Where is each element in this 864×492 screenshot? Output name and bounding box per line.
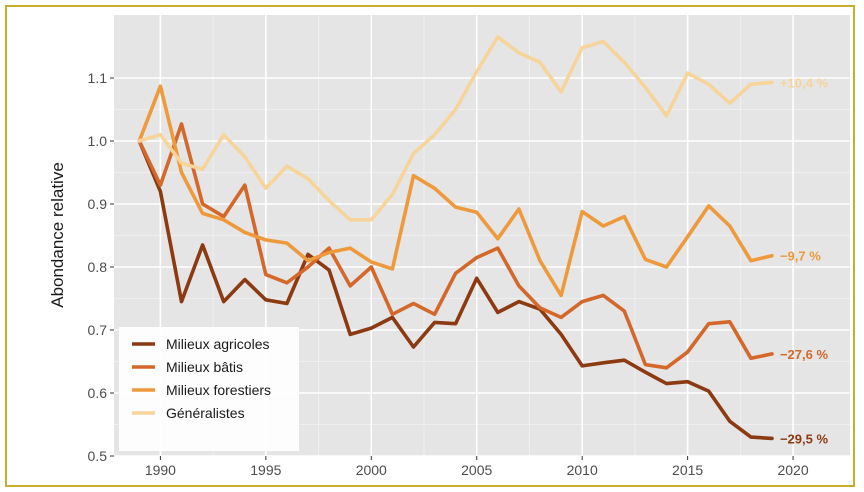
x-tick-label: 2005 <box>461 462 492 478</box>
legend-label-milieux-batis: Milieux bâtis <box>166 359 243 375</box>
end-label-generalistes: +10,4 % <box>780 75 829 90</box>
y-tick-label: 0.6 <box>88 385 108 401</box>
series-lines <box>137 35 774 441</box>
y-tick-label: 0.7 <box>88 322 108 338</box>
series-line-milieux-batis <box>137 122 774 370</box>
y-tick-label: 0.9 <box>88 196 108 212</box>
legend-label-milieux-forestiers: Milieux forestiers <box>166 382 271 398</box>
series-line-milieux-forestiers <box>137 84 774 298</box>
series-line-generalistes <box>137 35 774 222</box>
end-label-milieux-batis: −27,6 % <box>780 347 829 362</box>
x-tick-label: 2010 <box>567 462 598 478</box>
series-line-milieux-agricoles <box>137 139 774 441</box>
y-tick-label: 0.5 <box>88 448 108 464</box>
legend-label-generalistes: Généralistes <box>166 405 245 421</box>
x-tick-label: 2020 <box>777 462 808 478</box>
series-end-labels: −29,5 % −27,6 % −9,7 % +10,4 % <box>780 75 829 446</box>
chart-frame: 1990 1995 2000 2005 2010 2015 2020 0.5 0.6 0.7 0.… <box>5 5 855 487</box>
end-label-milieux-forestiers: −9,7 % <box>780 249 821 264</box>
y-axis: 0.5 0.6 0.7 0.8 0.9 1.0 1.1 <box>88 70 114 464</box>
y-axis-title: Abondance relative <box>48 162 67 308</box>
y-tick-label: 1.1 <box>88 70 108 86</box>
end-label-milieux-agricoles: −29,5 % <box>780 431 829 446</box>
x-tick-label: 2015 <box>672 462 703 478</box>
line-chart: 1990 1995 2000 2005 2010 2015 2020 0.50.60.70.… <box>48 15 850 478</box>
x-tick-label: 1995 <box>250 462 281 478</box>
x-axis: 1990 1995 2000 2005 2010 2015 2020 <box>145 456 809 478</box>
x-tick-label: 1990 <box>145 462 176 478</box>
legend-label-milieux-agricoles: Milieux agricoles <box>166 336 269 352</box>
x-tick-label: 2000 <box>356 462 387 478</box>
y-tick-label: 0.8 <box>88 259 108 275</box>
y-tick-label: 1.0 <box>88 133 108 149</box>
legend: Milieux agricoles Milieux bâtis Milieux fo… <box>119 327 299 451</box>
